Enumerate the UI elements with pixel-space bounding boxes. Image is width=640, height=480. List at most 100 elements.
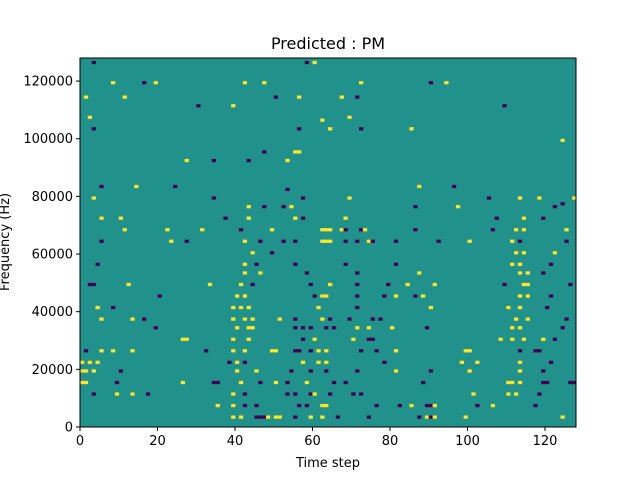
heatmap-cell-low (99, 239, 104, 243)
heatmap-cell-high (467, 349, 472, 353)
y-tick-label: 100000 (23, 132, 73, 147)
heatmap-cell-low (545, 380, 550, 385)
heatmap-cell-high (200, 228, 205, 232)
heatmap-cell-low (347, 317, 352, 321)
heatmap-cell-high (134, 184, 139, 189)
heatmap-cell-high (320, 228, 325, 232)
heatmap-cell-low (355, 369, 360, 373)
heatmap-cell-high (320, 118, 325, 122)
heatmap-cell-high (421, 294, 426, 298)
heatmap-cell-high (506, 380, 511, 385)
heatmap-cell-high (417, 184, 422, 189)
y-axis: 0 20000 40000 60000 80000 100000 120000 (23, 75, 80, 436)
heatmap-cell-low (359, 127, 364, 131)
heatmap-cell-high (235, 369, 240, 373)
heatmap-cell-high (328, 282, 333, 287)
heatmap-cell-low (246, 158, 251, 163)
heatmap-cell-low (335, 415, 341, 419)
heatmap-cell-high (269, 349, 275, 353)
heatmap-cell-high (242, 239, 248, 243)
heatmap-cell-high (231, 415, 236, 419)
heatmap-cell-low (293, 317, 298, 321)
heatmap-cell-high (300, 360, 306, 364)
heatmap-cell-low (436, 239, 441, 243)
heatmap-cell-high (498, 337, 503, 341)
heatmap-cell-low (428, 81, 434, 85)
heatmap-cell-low (355, 282, 360, 287)
heatmap-cell-high (537, 196, 542, 200)
heatmap-cell-high (366, 239, 372, 243)
heatmap-cell-high (324, 239, 329, 243)
heatmap-cell-low (242, 392, 248, 396)
heatmap-cell-low (424, 326, 430, 330)
heatmap-cell-high (250, 317, 255, 321)
heatmap-cell-low (413, 205, 418, 209)
heatmap-cell-high (87, 115, 93, 119)
heatmap-cell-high (347, 196, 352, 200)
heatmap-cell-low (285, 187, 290, 192)
heatmap-cell-high (409, 127, 414, 131)
heatmap-cell-low (269, 251, 275, 255)
heatmap-cell-low (83, 349, 89, 353)
heatmap-cell-low (111, 305, 116, 310)
heatmap-cell-low (355, 305, 360, 310)
heatmap-cell-low (374, 403, 379, 408)
heatmap-cell-low (324, 326, 329, 330)
y-tick-label: 120000 (23, 75, 73, 90)
heatmap-cell-high (525, 294, 530, 298)
x-axis-title: Time step (295, 456, 360, 471)
heatmap-cell-high (235, 294, 240, 298)
heatmap-cell-low (285, 380, 290, 385)
heatmap-cell-low (258, 415, 263, 419)
heatmap-cell-high (238, 305, 244, 310)
heatmap-cell-high (130, 392, 135, 396)
heatmap-cell-high (80, 380, 85, 385)
heatmap-cell-low (517, 349, 523, 353)
heatmap-cell-high (242, 271, 248, 275)
heatmap-cell-high (521, 282, 527, 287)
x-tick-label: 100 (455, 434, 480, 449)
heatmap-cell-low (494, 216, 499, 220)
heatmap-cell-high (266, 415, 271, 419)
heatmap-cell-low (366, 415, 372, 419)
heatmap-cell-high (99, 216, 104, 220)
heatmap-cell-low (262, 415, 267, 419)
heatmap-cell-high (514, 392, 519, 396)
heatmap-cell-high (308, 415, 313, 419)
heatmap-cell-low (293, 239, 298, 243)
heatmap-cell-low (560, 326, 565, 330)
heatmap-cell-high (246, 305, 251, 310)
heatmap-cell-high (467, 369, 472, 373)
heatmap-cell-high (320, 403, 325, 408)
heatmap-cell-high (428, 305, 434, 310)
heatmap-cell-low (421, 380, 426, 385)
heatmap-cell-high (475, 360, 480, 364)
heatmap-cell-high (521, 216, 527, 220)
heatmap-cell-high (316, 305, 321, 310)
heatmap-cell-low (572, 380, 577, 385)
heatmap-cell-low (300, 326, 306, 330)
heatmap-cell-low (428, 415, 434, 419)
heatmap-cell-low (308, 326, 313, 330)
heatmap-cell-low (475, 403, 480, 408)
x-tick-label: 40 (227, 434, 244, 449)
heatmap-cell-high (242, 262, 248, 266)
heatmap-cell-high (324, 349, 329, 353)
heatmap-cell-high (254, 369, 259, 373)
heatmap-cell-high (517, 294, 523, 298)
heatmap-cell-high (463, 415, 468, 419)
heatmap-cell-low (355, 271, 360, 275)
heatmap-cell-high (510, 262, 515, 266)
heatmap-cell-high (180, 337, 186, 341)
heatmap-cell-high (339, 95, 344, 99)
heatmap-cell-high (517, 262, 523, 266)
heatmap-cell-high (87, 360, 93, 364)
heatmap-cell-high (304, 380, 310, 385)
heatmap-cell-high (231, 349, 236, 353)
heatmap-cell-high (393, 349, 399, 353)
heatmap-cell-low (238, 228, 244, 232)
heatmap-cell-low (355, 294, 360, 298)
heatmap-cell-high (297, 150, 302, 154)
heatmap-cell-high (316, 360, 321, 364)
heatmap-cell-high (320, 239, 325, 243)
